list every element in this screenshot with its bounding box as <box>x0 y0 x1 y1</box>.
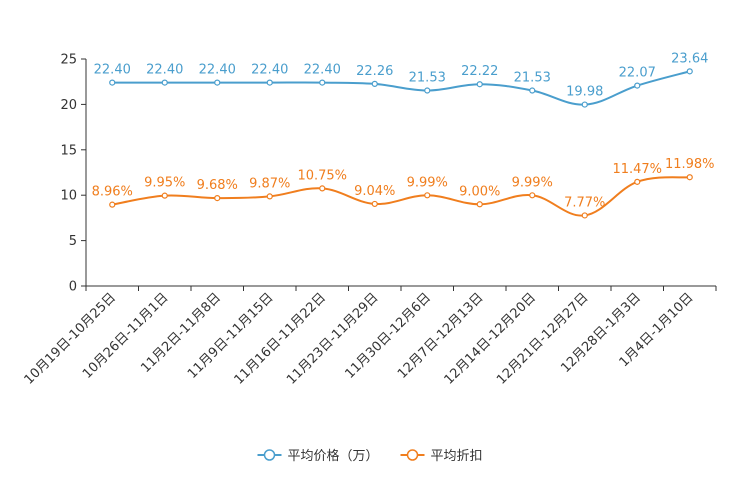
data-label: 19.98 <box>566 85 603 100</box>
x-tick-label: 11月16日-11月22日 <box>232 290 329 387</box>
data-point[interactable] <box>214 79 221 86</box>
chart-legend[interactable]: 平均价格（万） 平均折扣 <box>257 448 483 464</box>
x-tick-label: 11月23日-11月29日 <box>284 290 381 387</box>
legend-item-average-discount[interactable]: 平均折扣 <box>400 449 483 464</box>
data-point[interactable] <box>266 79 273 86</box>
y-tick-label: 5 <box>69 234 77 249</box>
data-label: 9.99% <box>512 175 553 190</box>
data-point[interactable] <box>319 79 326 86</box>
data-label: 22.40 <box>199 63 236 78</box>
chart-axes: 051015202510月19日-10月25日10月26日-11月1日11月2日… <box>22 53 717 388</box>
y-tick-label: 0 <box>69 280 77 295</box>
data-label: 9.68% <box>197 178 238 193</box>
data-label: 23.64 <box>671 51 708 66</box>
data-point[interactable] <box>686 174 693 181</box>
data-point[interactable] <box>476 81 483 88</box>
data-point[interactable] <box>529 192 536 199</box>
legend-label: 平均折扣 <box>431 449 483 464</box>
data-label: 9.87% <box>249 176 290 191</box>
data-label: 22.22 <box>461 64 498 79</box>
data-point[interactable] <box>109 201 116 208</box>
data-point[interactable] <box>424 87 431 94</box>
data-label: 22.26 <box>356 64 393 79</box>
data-point[interactable] <box>424 192 431 199</box>
data-label: 9.00% <box>459 184 500 199</box>
data-label: 10.75% <box>297 168 347 183</box>
data-label: 7.77% <box>564 195 605 210</box>
data-point[interactable] <box>214 195 221 202</box>
legend-label: 平均价格（万） <box>288 448 379 464</box>
y-tick-label: 25 <box>60 53 77 68</box>
y-tick-label: 10 <box>60 189 77 204</box>
series-average-discount: 8.96% 9.95% 9.68% 9.87% 10.75% 9.04% 9.99% 9.00… <box>92 157 715 219</box>
data-label: 22.40 <box>146 63 183 78</box>
data-point[interactable] <box>581 101 588 108</box>
data-label: 22.40 <box>94 63 131 78</box>
data-point[interactable] <box>476 201 483 208</box>
y-tick-label: 20 <box>60 98 77 113</box>
y-tick-label: 15 <box>60 143 77 158</box>
data-label: 9.99% <box>407 175 448 190</box>
data-label: 22.40 <box>304 63 341 78</box>
data-point[interactable] <box>266 193 273 200</box>
data-point[interactable] <box>634 82 641 89</box>
data-point[interactable] <box>109 79 116 86</box>
data-label: 21.53 <box>514 71 551 86</box>
x-tick-label: 10月19日-10月25日 <box>22 290 119 387</box>
data-label: 9.04% <box>354 184 395 199</box>
data-label: 22.40 <box>251 63 288 78</box>
data-point[interactable] <box>581 212 588 219</box>
data-label: 8.96% <box>92 185 133 200</box>
series-line <box>112 176 690 217</box>
series-line <box>112 70 691 106</box>
chart-series: 22.40 22.40 22.40 22.40 22.40 22.26 21.53 22.22… <box>92 51 715 219</box>
data-label: 22.07 <box>619 66 656 81</box>
data-point[interactable] <box>319 185 326 192</box>
data-point[interactable] <box>161 79 168 86</box>
x-tick-label: 12月14日-12月20日 <box>442 290 539 387</box>
legend-marker-icon <box>406 449 419 461</box>
data-point[interactable] <box>371 200 378 208</box>
x-tick-label: 12月21日-12月27日 <box>494 290 591 387</box>
legend-marker-icon <box>263 449 276 461</box>
series-average-price: 22.40 22.40 22.40 22.40 22.40 22.26 21.53 22.22… <box>94 51 708 108</box>
data-point[interactable] <box>686 68 693 75</box>
data-point[interactable] <box>161 192 168 199</box>
data-label: 21.53 <box>409 71 446 86</box>
data-point[interactable] <box>634 178 641 185</box>
data-label: 11.98% <box>665 157 715 172</box>
data-point[interactable] <box>529 87 536 94</box>
data-label: 11.47% <box>612 162 662 177</box>
data-point[interactable] <box>371 80 378 87</box>
legend-item-average-price[interactable]: 平均价格（万） <box>257 448 379 464</box>
data-label: 9.95% <box>144 176 185 191</box>
